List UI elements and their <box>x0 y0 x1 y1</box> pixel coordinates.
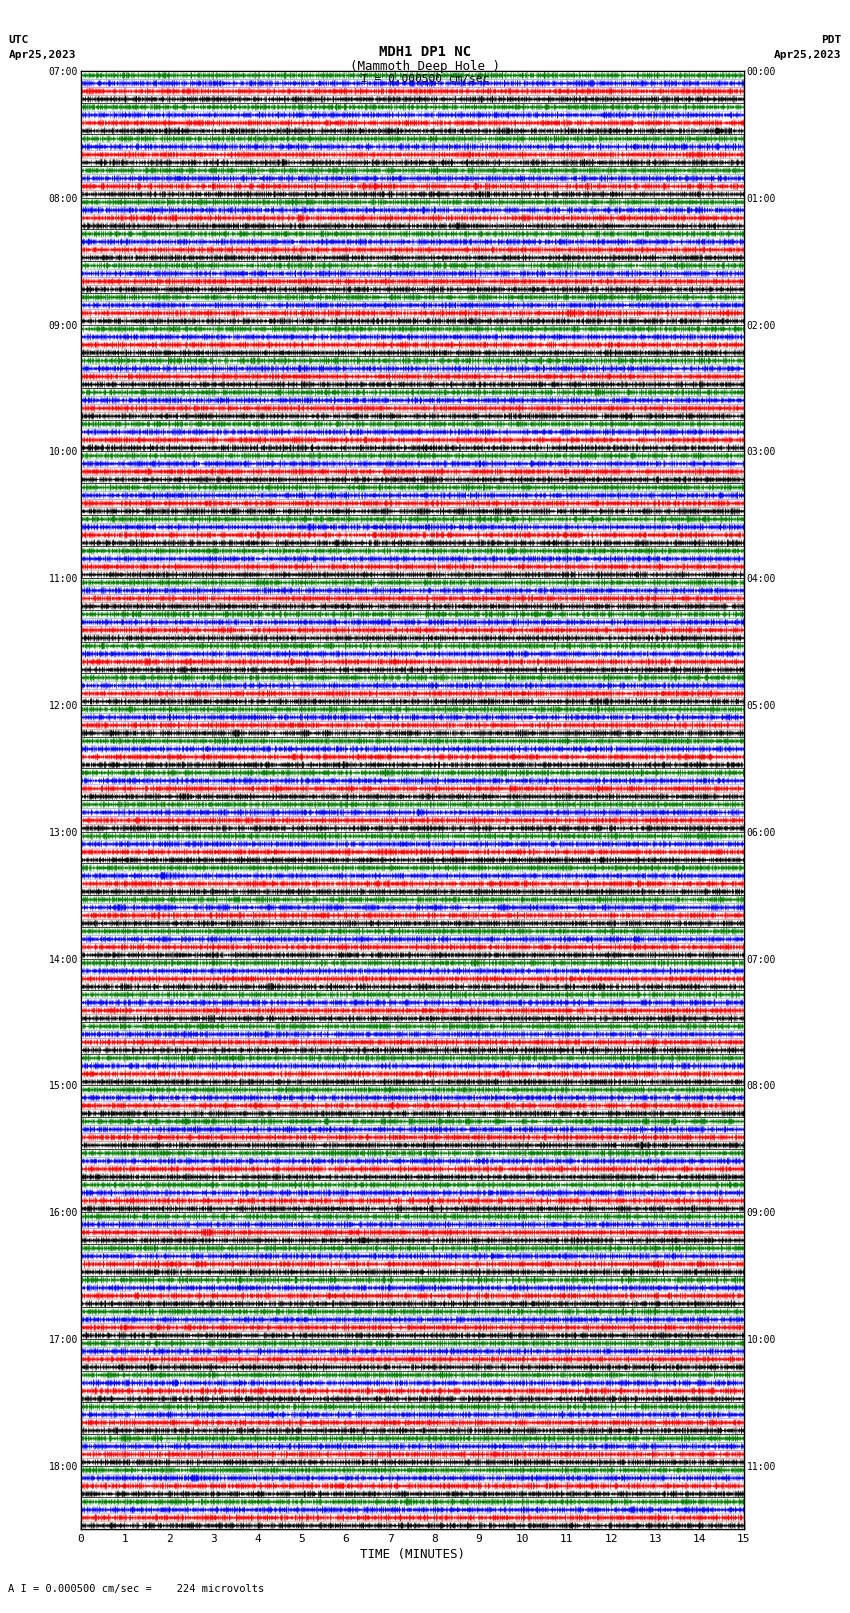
Text: Apr25,2023: Apr25,2023 <box>8 50 76 60</box>
Text: (Mammoth Deep Hole ): (Mammoth Deep Hole ) <box>350 60 500 73</box>
Text: Apr25,2023: Apr25,2023 <box>774 50 842 60</box>
Text: I = 0.000500 cm/sec: I = 0.000500 cm/sec <box>361 74 489 84</box>
X-axis label: TIME (MINUTES): TIME (MINUTES) <box>360 1548 465 1561</box>
Text: A I = 0.000500 cm/sec =    224 microvolts: A I = 0.000500 cm/sec = 224 microvolts <box>8 1584 264 1594</box>
Text: UTC: UTC <box>8 35 29 45</box>
Text: PDT: PDT <box>821 35 842 45</box>
Text: MDH1 DP1 NC: MDH1 DP1 NC <box>379 45 471 60</box>
